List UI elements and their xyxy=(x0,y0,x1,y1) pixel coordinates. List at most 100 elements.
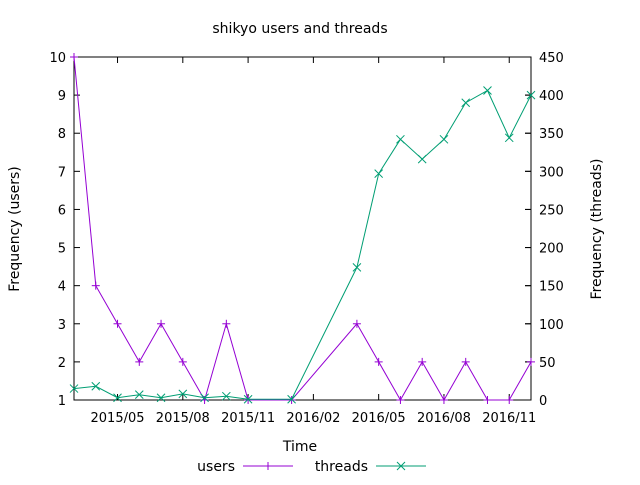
users-data-point xyxy=(113,319,122,328)
y-tick-label: 5 xyxy=(58,242,66,257)
cross-marker-b xyxy=(526,90,536,100)
threads-data-point xyxy=(156,393,166,403)
y-tick-label: 3 xyxy=(58,318,66,333)
y2-tick-label: 200 xyxy=(539,242,564,257)
legend-label-users: users xyxy=(197,459,235,475)
cross-marker-b xyxy=(91,381,101,391)
x-axis: 2015/05 2015/08 2015/11 2016/02 2016/05 2016/… xyxy=(91,57,536,426)
users-data-point xyxy=(222,319,231,328)
threads-data-point xyxy=(483,86,492,95)
users-data-point xyxy=(505,396,514,404)
users-data-point xyxy=(157,319,166,328)
cross-marker-b xyxy=(243,394,253,404)
users-data-point xyxy=(244,396,253,404)
users-data-point xyxy=(352,319,361,328)
cross-marker-b xyxy=(352,263,362,272)
threads-data-point xyxy=(69,384,79,393)
x-tick-label: 2016/08 xyxy=(417,411,471,426)
threads-data-point xyxy=(221,391,231,401)
legend-label-threads: threads xyxy=(315,459,368,475)
cross-marker-b xyxy=(461,98,471,108)
y-tick-label: 9 xyxy=(58,89,66,104)
threads-data-point xyxy=(287,394,296,404)
y-tick-label: 2 xyxy=(58,356,66,371)
cross-marker-b xyxy=(178,389,188,399)
cross-marker-b xyxy=(396,461,406,471)
cross-marker-b xyxy=(483,86,492,95)
users-data-point xyxy=(483,396,492,404)
y-axis: 1 2 3 4 5 6 7 8 9 10 xyxy=(49,51,531,409)
y-axis-title: Frequency (users) xyxy=(7,166,23,292)
threads-data-point xyxy=(374,169,384,178)
y2-tick-label: 50 xyxy=(539,356,556,371)
y2-tick-label: 450 xyxy=(539,51,564,66)
threads-data-point xyxy=(91,381,101,391)
legend-marker-threads xyxy=(396,461,406,471)
cross-marker-b xyxy=(69,384,79,393)
x-axis-title: Time xyxy=(282,439,317,455)
threads-data-point xyxy=(352,263,362,272)
threads-data-point xyxy=(417,154,427,164)
x-tick-label: 2015/05 xyxy=(91,411,145,426)
y2-tick-label: 250 xyxy=(539,203,564,218)
threads-data-point xyxy=(504,133,514,143)
x-tick-label: 2016/02 xyxy=(286,411,340,426)
y-tick-label: 8 xyxy=(58,127,66,142)
chart-title: shikyo users and threads xyxy=(212,21,387,37)
cross-marker-b xyxy=(113,393,122,403)
x-tick-label: 2016/05 xyxy=(352,411,406,426)
threads-data-point xyxy=(439,134,449,144)
cross-marker-b xyxy=(156,393,166,403)
y-tick-label: 10 xyxy=(49,51,66,66)
y2-tick-label: 0 xyxy=(539,394,547,409)
threads-series-line xyxy=(73,89,532,400)
cross-marker-b xyxy=(200,393,209,403)
threads-data-point xyxy=(134,390,144,400)
cross-marker-b xyxy=(417,154,427,164)
threads-data-point xyxy=(113,393,122,403)
users-data-point xyxy=(461,357,470,366)
legend: users threads xyxy=(197,459,426,475)
cross-marker-b xyxy=(374,169,384,178)
cross-marker-b xyxy=(504,133,514,143)
series-layer xyxy=(69,53,536,404)
users-data-point xyxy=(439,396,448,404)
cross-marker-b xyxy=(221,391,231,401)
x-tick-label: 2015/11 xyxy=(221,411,275,426)
cross-marker-b xyxy=(396,134,405,144)
y-tick-label: 7 xyxy=(58,165,66,180)
users-data-point xyxy=(135,357,144,366)
users-data-point xyxy=(396,396,405,404)
y2-tick-label: 400 xyxy=(539,89,564,104)
cross-marker-b xyxy=(134,390,144,400)
cross-marker-b xyxy=(439,134,449,144)
y2-tick-label: 350 xyxy=(539,127,564,142)
y2-tick-label: 300 xyxy=(539,165,564,180)
y2-tick-label: 100 xyxy=(539,318,564,333)
threads-data-point xyxy=(526,90,536,100)
legend-marker-users xyxy=(264,462,272,470)
threads-data-point xyxy=(200,393,209,403)
users-data-point xyxy=(527,357,535,366)
y-tick-label: 4 xyxy=(58,280,66,295)
cross-marker-b xyxy=(287,394,296,404)
y2-axis-title: Frequency (threads) xyxy=(589,159,605,300)
threads-data-point xyxy=(243,394,253,404)
users-data-point xyxy=(178,357,187,366)
users-data-point xyxy=(374,357,383,366)
threads-data-point xyxy=(396,134,405,144)
threads-data-point xyxy=(178,389,188,399)
users-data-point xyxy=(70,53,78,61)
plot-frame xyxy=(73,56,532,401)
x-tick-label: 2016/11 xyxy=(482,411,536,426)
users-data-point xyxy=(91,281,100,290)
x-tick-label: 2015/08 xyxy=(156,411,210,426)
users-data-point xyxy=(287,396,296,404)
users-data-point xyxy=(418,357,427,366)
y-tick-label: 6 xyxy=(58,203,66,218)
y2-tick-label: 150 xyxy=(539,280,564,295)
y-tick-label: 1 xyxy=(58,394,66,409)
threads-data-point xyxy=(461,98,471,108)
